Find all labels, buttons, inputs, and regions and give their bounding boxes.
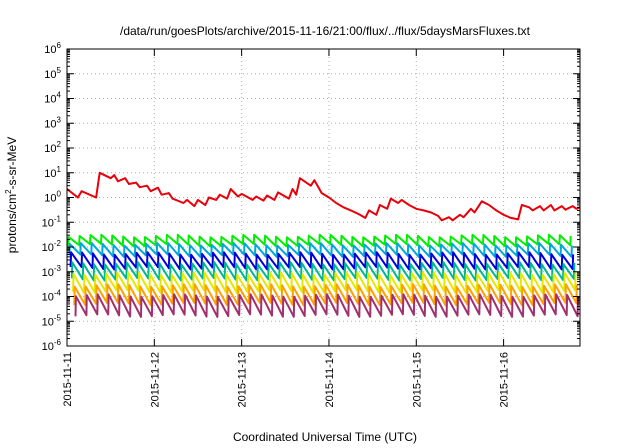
y-tick-base: 10 — [42, 267, 54, 279]
y-tick-label: 10-5 — [42, 313, 62, 328]
y-tick-label: 106 — [44, 41, 61, 56]
y-axis-label-sup: 2 — [4, 189, 13, 194]
y-tick-exponent: 4 — [57, 91, 62, 100]
y-tick-base: 10 — [42, 316, 54, 328]
series-line-5 — [70, 261, 576, 282]
y-tick-label: 10-6 — [42, 338, 62, 353]
series-line-2 — [67, 233, 572, 248]
y-tick-exponent: 1 — [57, 165, 62, 174]
y-tick-label: 10-2 — [42, 239, 62, 254]
y-tick-base: 10 — [44, 69, 56, 81]
y-tick-base: 10 — [42, 292, 54, 304]
y-tick-base: 10 — [44, 44, 56, 56]
y-tick-exponent: 6 — [57, 41, 62, 50]
y-tick-label: 10-3 — [42, 264, 62, 279]
y-tick-label: 101 — [44, 165, 61, 180]
y-tick-base: 10 — [44, 94, 56, 106]
y-tick-base: 10 — [42, 242, 54, 254]
y-tick-label: 103 — [44, 115, 61, 130]
y-tick-base: 10 — [44, 193, 56, 205]
x-tick-label: 2015-11-16 — [499, 352, 511, 407]
y-tick-exponent: -6 — [54, 338, 62, 347]
y-tick-label: 102 — [44, 140, 61, 155]
y-axis-label: protons/cm2-s-sr-MeV — [4, 137, 19, 253]
chart-title: /data/run/goesPlots/archive/2015-11-16/2… — [120, 24, 531, 38]
y-tick-exponent: -3 — [54, 264, 62, 273]
x-tick-label: 2015-11-13 — [237, 352, 249, 407]
y-tick-label: 10-1 — [42, 214, 62, 229]
y-tick-base: 10 — [44, 118, 56, 130]
y-ticks: 10-610-510-410-310-210-11001011021031041… — [42, 41, 580, 353]
series-line-1 — [66, 171, 581, 222]
y-tick-base: 10 — [44, 143, 56, 155]
x-tick-label: 2015-11-14 — [324, 352, 336, 407]
y-tick-exponent: -5 — [54, 313, 62, 322]
series-line-3 — [68, 242, 573, 258]
x-axis-label: Coordinated Universal Time (UTC) — [233, 430, 417, 444]
y-tick-label: 104 — [44, 91, 61, 106]
y-tick-label: 100 — [44, 190, 61, 205]
x-tick-label: 2015-11-15 — [411, 352, 423, 407]
y-axis-label-rest: -s-sr-MeV — [5, 137, 19, 190]
x-tick-label: 2015-11-12 — [149, 352, 161, 407]
y-axis-label-base: protons/cm — [5, 194, 19, 253]
y-tick-exponent: 5 — [57, 66, 62, 75]
y-tick-base: 10 — [42, 217, 54, 229]
y-tick-base: 10 — [42, 341, 54, 353]
y-tick-exponent: 3 — [57, 115, 62, 124]
y-tick-base: 10 — [44, 168, 56, 180]
y-tick-exponent: -4 — [54, 289, 62, 298]
y-tick-label: 105 — [44, 66, 61, 81]
series-line-4 — [69, 251, 575, 271]
y-tick-label: 10-4 — [42, 289, 62, 304]
y-tick-exponent: -2 — [54, 239, 62, 248]
series-line-8 — [74, 293, 579, 318]
x-ticks: 2015-11-11 2015-11-12 2015-11-13 2015-11-14… — [62, 49, 511, 407]
series-line-7 — [73, 283, 578, 307]
y-tick-exponent: 2 — [57, 140, 62, 149]
series-lines — [66, 171, 581, 318]
y-tick-exponent: 0 — [57, 190, 62, 199]
x-tick-label: 2015-11-11 — [62, 352, 74, 407]
y-tick-exponent: -1 — [54, 214, 62, 223]
series-line-6 — [72, 271, 577, 294]
